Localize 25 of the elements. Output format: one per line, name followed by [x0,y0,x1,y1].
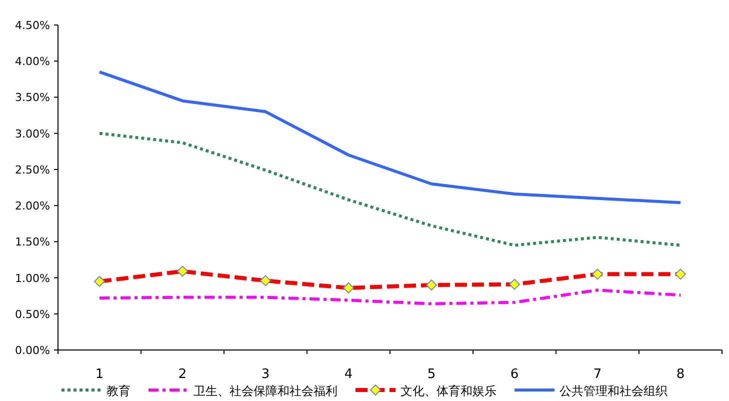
line-series [98,132,682,247]
y-tick-label: 1.50% [15,236,50,249]
legend-label: 公共管理和社会组织 [560,384,668,398]
y-tick-label: 0.50% [15,308,50,321]
x-tick-label: 5 [427,367,436,382]
y-tick-label: 2.00% [15,200,50,213]
x-tick-label: 2 [178,367,187,382]
legend-label: 教育 [106,384,130,398]
y-tick-label: 1.00% [15,272,50,285]
line-series [98,288,682,306]
legend-label: 卫生、社会保障和社会福利 [194,384,338,398]
x-tick-label: 8 [676,367,685,382]
y-tick-label: 4.00% [15,55,50,68]
legend-label: 文化、体育和娱乐 [400,384,496,398]
x-tick-label: 4 [344,367,353,382]
x-tick-label: 3 [261,367,270,382]
y-tick-label: 3.00% [15,127,50,140]
line-series [98,70,682,204]
y-tick-label: 0.00% [15,344,50,357]
y-tick-label: 4.50% [15,19,50,32]
x-tick-label: 6 [510,367,519,382]
y-tick-label: 3.50% [15,91,50,104]
x-tick-label: 1 [95,367,104,382]
x-tick-label: 7 [593,367,602,382]
y-tick-label: 2.50% [15,163,50,176]
